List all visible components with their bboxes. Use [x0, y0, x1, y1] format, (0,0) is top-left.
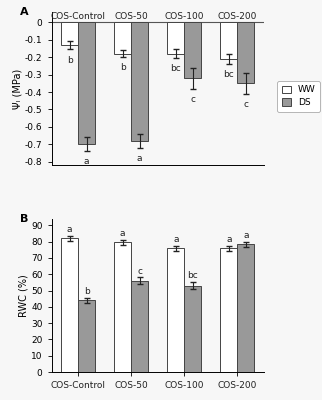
Bar [184, 22, 201, 78]
Bar [61, 238, 78, 372]
Text: b: b [120, 63, 126, 72]
Y-axis label: Ψₗ (MPa): Ψₗ (MPa) [12, 68, 22, 109]
Text: bc: bc [187, 272, 198, 280]
Text: a: a [137, 154, 142, 163]
Text: c: c [137, 266, 142, 276]
Text: a: a [67, 225, 72, 234]
Text: COS-Control: COS-Control [51, 12, 106, 21]
Bar [221, 22, 237, 59]
Text: b: b [67, 56, 72, 64]
Text: A: A [20, 8, 28, 18]
Text: B: B [20, 214, 28, 224]
Text: a: a [84, 157, 90, 166]
Text: bc: bc [223, 70, 234, 79]
Bar [237, 22, 254, 83]
Bar [114, 22, 131, 54]
Text: b: b [84, 287, 90, 296]
Bar [114, 242, 131, 372]
Text: COS-100: COS-100 [165, 12, 204, 21]
Text: a: a [226, 235, 232, 244]
Bar [78, 300, 95, 372]
Text: a: a [120, 229, 126, 238]
Text: c: c [190, 95, 195, 104]
Bar [131, 281, 148, 372]
Bar [221, 248, 237, 372]
Text: c: c [243, 100, 248, 109]
Text: a: a [173, 235, 179, 244]
Bar [61, 22, 78, 45]
Text: COS-200: COS-200 [218, 12, 257, 21]
Text: COS-50: COS-50 [114, 12, 148, 21]
Bar [131, 22, 148, 141]
Text: bc: bc [170, 64, 181, 73]
Bar [167, 248, 184, 372]
Y-axis label: RWC (%): RWC (%) [18, 274, 28, 317]
Legend: WW, DS: WW, DS [277, 81, 320, 112]
Bar [184, 286, 201, 372]
Text: a: a [243, 231, 249, 240]
Bar [167, 22, 184, 54]
Bar [237, 244, 254, 372]
Bar [78, 22, 95, 144]
